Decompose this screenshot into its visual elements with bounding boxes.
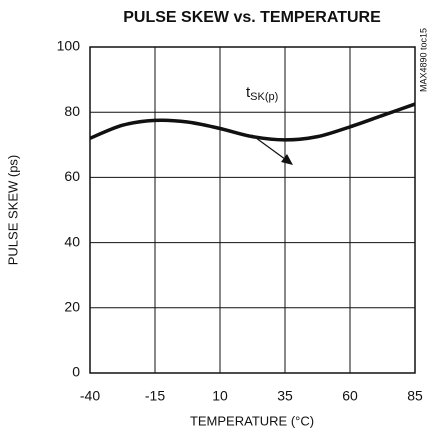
y-tick-label: 0 <box>72 364 80 380</box>
chart-title: PULSE SKEW vs. TEMPERATURE <box>123 9 381 26</box>
annotation-subscript: SK(p) <box>250 91 278 103</box>
y-tick-label: 100 <box>57 38 81 54</box>
x-axis-label: TEMPERATURE (°C) <box>190 413 314 428</box>
arrow-head <box>281 154 293 165</box>
data-line <box>89 102 416 142</box>
annotation-arrow <box>251 134 290 163</box>
x-tick-label: 35 <box>277 388 293 404</box>
x-tick-label: 60 <box>342 388 358 404</box>
x-tick-label: -40 <box>80 388 100 404</box>
x-tick-label: -15 <box>145 388 165 404</box>
side-note: MAX4890 toc15 <box>418 28 428 92</box>
y-axis-label: PULSE SKEW (ps) <box>5 155 20 266</box>
y-tick-label: 40 <box>64 233 80 249</box>
y-tick-label: 60 <box>64 168 80 184</box>
x-tick-label: 85 <box>407 388 423 404</box>
y-tick-label: 20 <box>64 299 80 315</box>
annotation: tSK(p) <box>246 84 278 103</box>
annotation-text: t <box>246 84 251 101</box>
x-tick-label: 10 <box>212 388 228 404</box>
y-tick-label: 80 <box>64 103 80 119</box>
